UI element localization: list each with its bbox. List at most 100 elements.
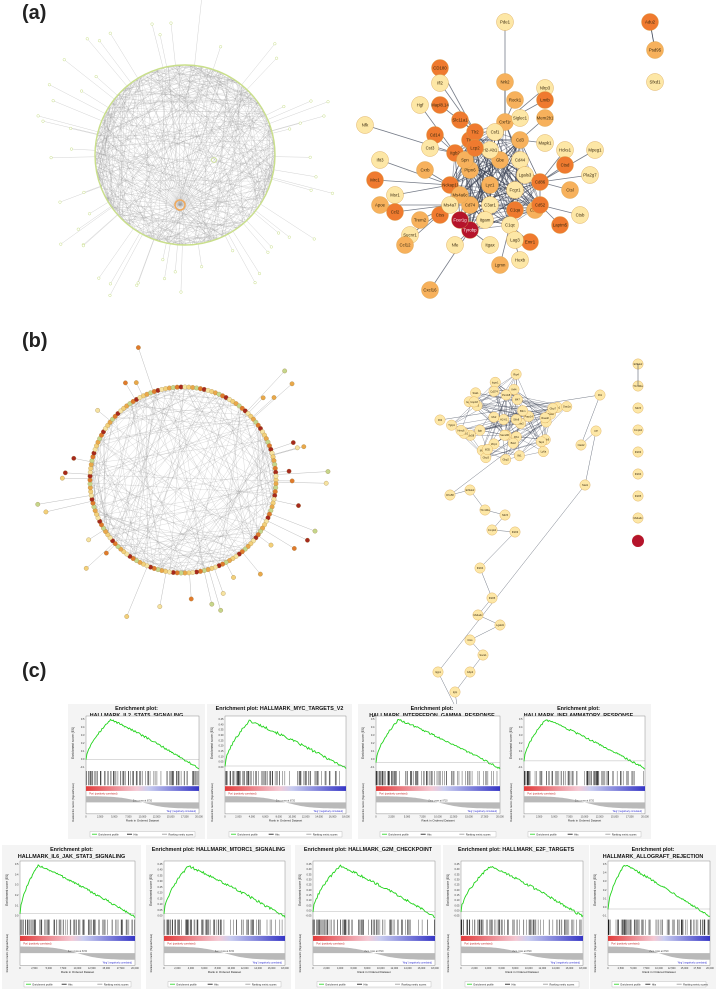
network-edge — [106, 111, 241, 227]
hub-edge — [112, 204, 181, 209]
network-edge — [221, 85, 243, 238]
legend-label: Enrichment profile — [621, 984, 642, 987]
network-edge — [493, 391, 518, 400]
network-edge — [157, 417, 253, 570]
ring-node — [230, 556, 236, 561]
network-edge — [147, 391, 154, 395]
gene-node: Nckap1l — [441, 176, 459, 194]
gene-node-circle — [561, 181, 579, 199]
gene-node: Rock1 — [506, 91, 524, 109]
network-edge — [449, 194, 461, 206]
gene-node-label: Samd9l — [500, 433, 509, 437]
network-edge — [459, 139, 521, 196]
hub-edge — [136, 78, 181, 206]
gene-node-label: Ifit3 — [438, 418, 443, 422]
x-tick-label: 7,500 — [566, 815, 573, 818]
network-edge — [439, 394, 601, 421]
y-tick-label: 0.20 — [306, 888, 312, 892]
network-edge — [489, 131, 496, 206]
gene-node-label: Mx2 — [491, 415, 496, 419]
gene-node: Ctss — [464, 634, 476, 646]
hub-edge — [179, 204, 234, 232]
network-edge — [506, 434, 546, 440]
network-edge — [469, 219, 486, 231]
network-edge — [229, 399, 245, 550]
network-edge — [95, 101, 113, 148]
network-edge — [459, 147, 476, 221]
network-edge — [129, 494, 275, 556]
network-edge — [474, 131, 541, 206]
outer-node — [277, 231, 281, 235]
gene-node: Mapl8.14 — [431, 96, 449, 114]
ring-node — [242, 546, 248, 552]
isolated-node: Ifi205 — [632, 490, 644, 502]
ring-node — [99, 432, 104, 438]
network-edge — [519, 406, 567, 456]
network-edge — [90, 482, 276, 494]
network-edge — [168, 151, 276, 244]
network-edge — [108, 391, 154, 425]
ring-node — [87, 469, 93, 475]
gene-node: Sfxd1 — [646, 73, 664, 91]
outer-node — [94, 75, 98, 79]
spoke-edge — [98, 228, 134, 279]
outer-node — [282, 368, 288, 374]
rank-axis-label: Ranked list metric (Signal2Noise) — [149, 934, 153, 972]
outer-node — [59, 242, 63, 246]
outer-node — [136, 281, 140, 285]
outer-node — [309, 188, 313, 192]
network-edge — [469, 139, 521, 161]
x-tick-label: 20,000 — [706, 967, 714, 970]
gene-node: Cst3 — [421, 139, 439, 157]
gene-node-circle — [496, 13, 514, 31]
network-edge — [124, 552, 234, 559]
network-edge — [459, 194, 516, 211]
network-edge — [96, 75, 228, 137]
ring-node — [272, 493, 278, 498]
gene-node-label: Apoe — [375, 203, 386, 208]
hub-edge — [179, 102, 258, 206]
network-edge — [176, 65, 224, 237]
network-edge — [91, 462, 184, 574]
network-edge — [474, 131, 511, 226]
network-edge — [95, 79, 136, 165]
gene-node: Gbp2 — [500, 454, 512, 465]
x-tick-label: 7,500 — [419, 815, 426, 818]
ring-node — [273, 481, 279, 487]
network-edge — [95, 77, 140, 143]
network-edge — [469, 139, 486, 221]
network-edge — [449, 152, 456, 206]
network-edge — [482, 417, 495, 451]
network-edge — [102, 118, 169, 244]
network-edge — [454, 152, 471, 171]
hub-edge — [179, 204, 258, 209]
hub-edge — [136, 204, 181, 232]
gene-node-label: Ifi205 — [489, 596, 496, 600]
x-tick-label: 8,000 — [512, 967, 519, 970]
ring-node — [220, 393, 226, 399]
network-edge — [514, 174, 526, 191]
gene-node-label: Cst3 — [426, 146, 435, 151]
enrichment-plot: Enrichment plot: HALLMARK_INFLAMMATORY_R… — [506, 704, 651, 839]
y-tick-label: 0.05 — [306, 903, 312, 907]
network-edge — [469, 139, 486, 221]
outer-node — [133, 380, 139, 385]
network-edge — [172, 399, 231, 573]
network-edge — [474, 121, 506, 149]
hub-edge — [101, 187, 181, 206]
network-edge — [95, 65, 176, 149]
enrichment-plot-svg: 0.450.400.350.300.250.200.150.100.050.00… — [298, 860, 439, 988]
network-edge — [235, 80, 274, 174]
network-edge — [145, 394, 149, 567]
gene-node-label: Itgam — [480, 218, 491, 223]
gene-node-label: Ctss — [436, 213, 445, 218]
spoke-edge — [51, 156, 96, 158]
network-edge — [519, 414, 551, 456]
network-edge — [469, 181, 541, 206]
gene-node-circle — [594, 389, 606, 401]
network-edge — [539, 149, 596, 183]
x-tick-label: 20,000 — [131, 967, 139, 970]
outer-node — [231, 249, 235, 253]
spoke-edge — [106, 544, 116, 554]
y-tick-label: 0.1 — [603, 896, 607, 900]
